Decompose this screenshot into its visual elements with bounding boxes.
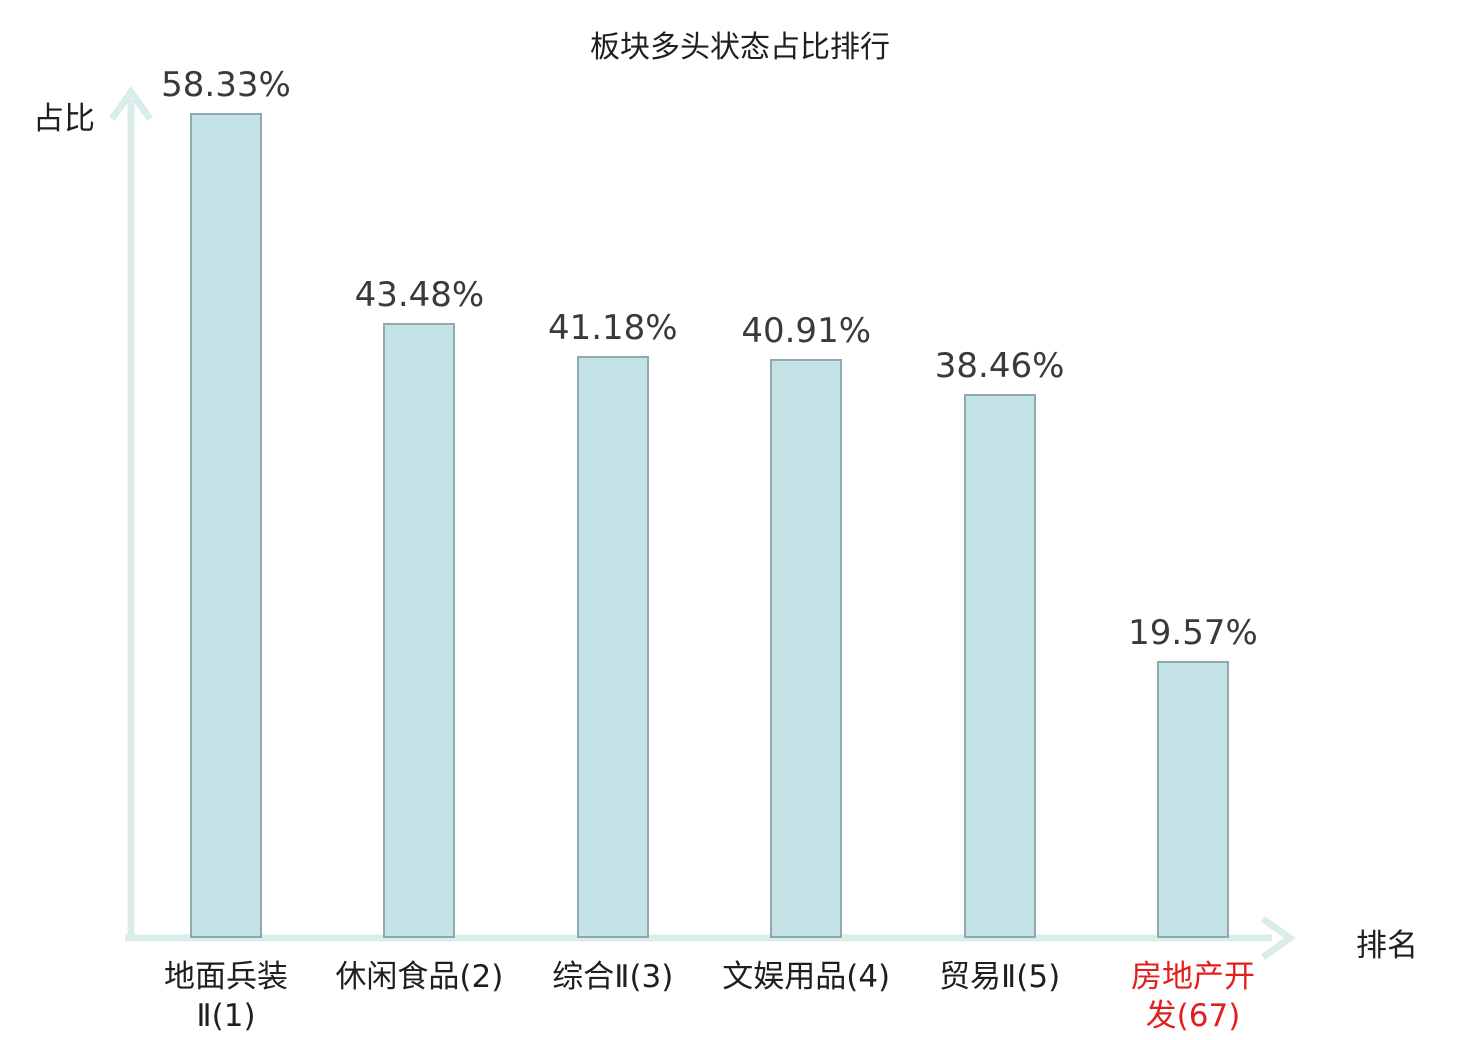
bar-value-label: 40.91% — [741, 311, 872, 352]
y-axis-arrow-icon — [109, 85, 153, 122]
y-axis-label: 占比 — [33, 101, 95, 137]
bar — [576, 355, 649, 938]
bar-value-label: 58.33% — [161, 64, 291, 105]
bar-category-label: 贸易Ⅱ(5) — [939, 959, 1061, 995]
bar — [1157, 661, 1229, 938]
x-axis-arrow-icon — [1260, 916, 1297, 960]
bar — [963, 394, 1036, 938]
bar-category-label: 综合Ⅱ(3) — [552, 959, 674, 995]
bar-category-label: 房地产开 发(67) — [1131, 959, 1255, 1034]
bar-value-label: 43.48% — [354, 275, 485, 316]
bar-category-label: 文娱用品(4) — [722, 959, 891, 995]
bar-category-label: 休闲食品(2) — [335, 959, 504, 995]
chart-title: 板块多头状态占比排行 — [590, 30, 890, 65]
bar-value-label: 41.18% — [547, 307, 678, 348]
bar — [383, 323, 456, 938]
bar-category-label: 地面兵装 Ⅱ(1) — [164, 959, 288, 1034]
bar-value-label: 38.46% — [934, 346, 1065, 387]
bar-value-label: 19.57% — [1128, 613, 1258, 654]
bar — [190, 112, 262, 938]
bar — [770, 359, 843, 938]
x-axis-label: 排名 — [1356, 928, 1418, 964]
